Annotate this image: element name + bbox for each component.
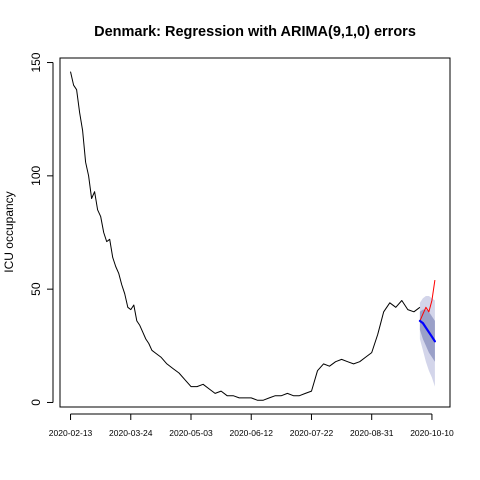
x-tick-label: 2020-02-13: [49, 428, 93, 438]
y-tick-label: 150: [29, 52, 43, 72]
x-axis: 2020-02-13 2020-03-24 2020-05-03 2020-06-12…: [49, 413, 454, 438]
x-tick-label: 2020-08-31: [350, 428, 394, 438]
y-axis: 0 50 100 150: [29, 52, 54, 406]
x-tick-label: 2020-10-10: [410, 428, 454, 438]
x-tick-label: 2020-03-24: [109, 428, 153, 438]
x-tick-label: 2020-06-12: [229, 428, 273, 438]
plot-frame: [59, 57, 451, 408]
chart-title: Denmark: Regression with ARIMA(9,1,0) er…: [94, 24, 416, 40]
forecast-line: [418, 319, 436, 343]
y-tick-label: 100: [29, 166, 43, 186]
series-lines: [70, 71, 436, 401]
y-axis-label: ICU occupancy: [2, 191, 16, 272]
observed-line: [70, 71, 421, 401]
actual-future-line: [419, 280, 436, 322]
y-tick-label: 0: [29, 399, 43, 406]
x-tick-label: 2020-05-03: [169, 428, 213, 438]
x-tick-label: 2020-07-22: [290, 428, 334, 438]
y-tick-label: 50: [29, 282, 43, 296]
